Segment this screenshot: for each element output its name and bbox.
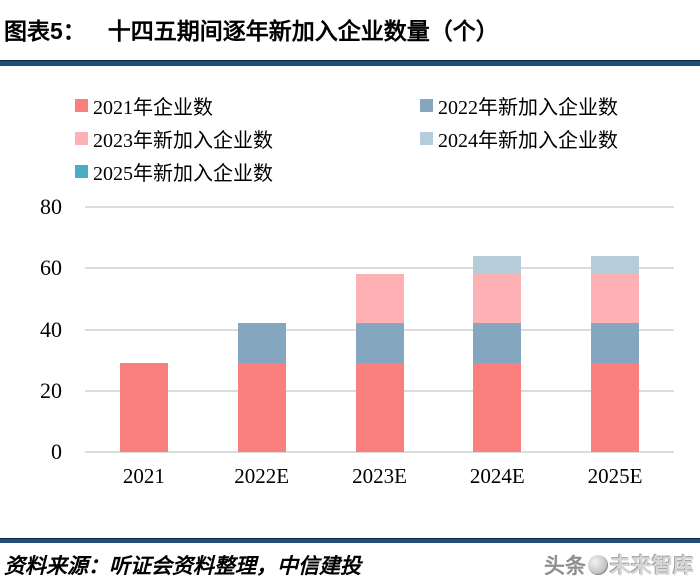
bar-segment: [237, 323, 286, 364]
legend-item: 2022年新加入企业数: [420, 93, 685, 119]
bar-segment: [473, 256, 522, 275]
bar-segment: [473, 323, 522, 364]
legend-item: 2023年新加入企业数: [75, 126, 420, 152]
bar-segment: [237, 363, 286, 452]
bar-segment: [591, 363, 640, 452]
legend-label: 2022年新加入企业数: [438, 96, 618, 119]
legend-item: 2024年新加入企业数: [420, 126, 685, 152]
bar-segment: [591, 323, 640, 364]
legend-label: 2021年企业数: [93, 96, 213, 119]
y-tick-label: 40: [40, 316, 62, 342]
watermark-name: 未来智库: [610, 555, 694, 578]
bar-segment: [591, 274, 640, 324]
watermark-brand: 头条: [544, 555, 586, 578]
legend-item: 2021年企业数: [75, 93, 420, 119]
x-tick-label: 2025E: [587, 464, 643, 488]
x-tick-label: 2021: [122, 464, 165, 488]
legend-swatch-icon: [420, 131, 433, 145]
y-tick-label: 60: [40, 255, 62, 281]
x-tick-label: 2023E: [352, 464, 407, 488]
gridline: [85, 206, 674, 208]
legend-swatch-icon: [75, 164, 88, 178]
legend-item: 2025年新加入企业数: [75, 159, 420, 185]
x-tick-label: 2022E: [234, 464, 290, 488]
legend-label: 2023年新加入企业数: [93, 129, 273, 152]
watermark: 头条 未来智库: [544, 550, 694, 580]
bottom-divider: [0, 538, 700, 543]
legend-swatch-icon: [75, 131, 88, 145]
bar-segment: [591, 256, 640, 275]
gridline: [85, 267, 674, 270]
legend-swatch-icon: [75, 98, 88, 112]
gridline: [85, 451, 674, 453]
bar-segment: [355, 363, 404, 452]
legend-swatch-icon: [420, 98, 433, 112]
bar-segment: [355, 323, 404, 364]
legend-label: 2025年新加入企业数: [93, 162, 273, 185]
watermark-logo-icon: [588, 555, 608, 575]
figure-title-row: 图表5： 十四五期间逐年新加入企业数量（个）: [4, 12, 499, 46]
y-tick-label: 0: [51, 439, 62, 464]
source-note: 资料来源：听证会资料整理，中信建投: [4, 554, 361, 578]
bar-segment: [355, 274, 404, 324]
bar-segment: [119, 363, 168, 452]
figure-label: 图表5：: [4, 18, 86, 44]
figure-title: 十四五期间逐年新加入企业数量（个）: [107, 18, 499, 44]
top-divider: [0, 60, 700, 66]
legend-label: 2024年新加入企业数: [438, 129, 618, 152]
chart-legend: 2021年企业数 2022年新加入企业数 2023年新加入企业数 2024年新加入企业…: [75, 93, 685, 185]
bar-segment: [473, 274, 522, 324]
x-tick-label: 2024E: [469, 464, 525, 488]
bar-segment: [473, 363, 522, 452]
y-tick-label: 80: [40, 194, 62, 219]
y-tick-label: 20: [40, 377, 62, 403]
